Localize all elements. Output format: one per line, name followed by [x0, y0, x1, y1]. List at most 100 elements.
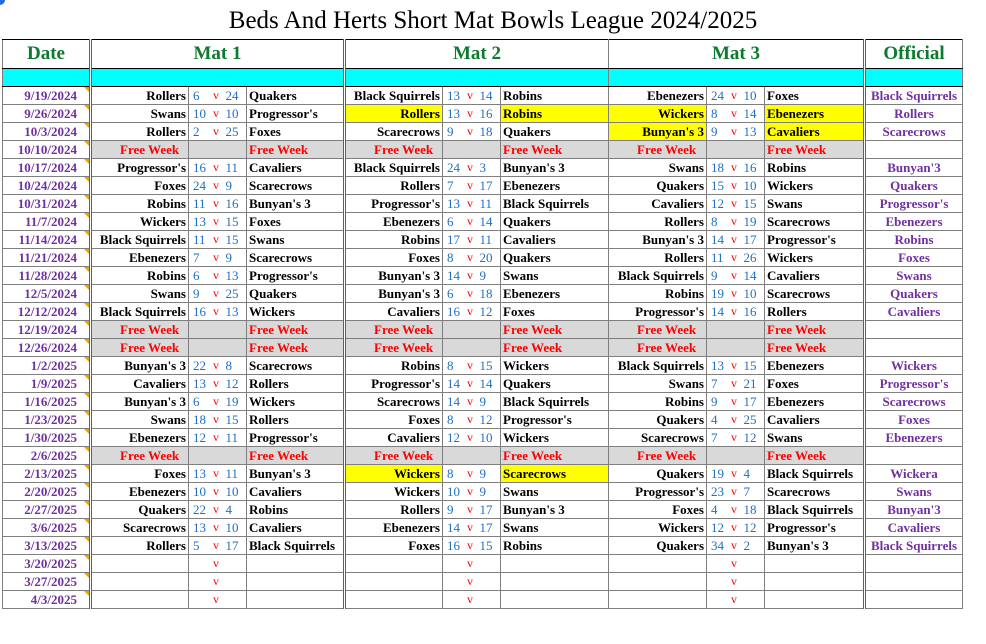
- away-team: [500, 572, 609, 591]
- home-score: 6: [442, 212, 464, 231]
- vs-label: v: [727, 554, 741, 573]
- vs-label: v: [727, 482, 741, 501]
- away-team: Scarecrows: [246, 248, 346, 267]
- table-row: 9/19/2024 Rollers 6 v 24 Quakers Black Squirre…: [2, 86, 963, 105]
- home-team: Swans: [608, 158, 707, 177]
- table-row: 10/31/2024 Robins 11 v 16 Bunyan's 3 Progresso…: [2, 194, 963, 213]
- home-score: 8: [442, 464, 464, 483]
- score-cell: [740, 320, 765, 339]
- away-score: 17: [476, 176, 501, 195]
- vs-label: v: [209, 536, 223, 555]
- vs-label: v: [727, 410, 741, 429]
- home-score: 9: [188, 284, 210, 303]
- table-row: 11/7/2024 Wickers 13 v 15 Foxes Ebenezers 6 v 14 Q…: [2, 212, 963, 231]
- home-team: Wickers: [608, 518, 707, 537]
- score-cell: [476, 338, 501, 357]
- vs-label: v: [727, 230, 741, 249]
- home-team: Quakers: [608, 410, 707, 429]
- away-team: [246, 554, 346, 573]
- vs-label: v: [463, 158, 477, 177]
- home-team: [608, 572, 707, 591]
- away-score: 10: [222, 518, 247, 537]
- away-team: Cavaliers: [764, 266, 865, 285]
- home-team: Bunyan's 3: [608, 230, 707, 249]
- home-score: 6: [188, 392, 210, 411]
- away-score: 10: [740, 86, 765, 105]
- vs-label: v: [463, 266, 477, 285]
- table-row: 2/27/2025 Quakers 22 v 4 Robins Rollers 9 v 17 Bun…: [2, 500, 963, 519]
- date-cell: 12/26/2024: [2, 338, 92, 357]
- home-score: 10: [188, 482, 210, 501]
- home-score: 13: [188, 212, 210, 231]
- away-score: 9: [222, 248, 247, 267]
- away-score: 11: [476, 194, 501, 213]
- date-cell: 11/14/2024: [2, 230, 92, 249]
- away-team: Ebenezers: [500, 176, 609, 195]
- away-team: Bunyan's 3: [500, 158, 609, 177]
- home-team: Black Squirrels: [90, 302, 189, 321]
- home-team: Progressor's: [344, 194, 443, 213]
- table-row: 1/30/2025 Ebenezers 12 v 11 Progressor's Caval…: [2, 428, 963, 447]
- vs-label: v: [463, 392, 477, 411]
- free-week-label: Free Week: [246, 140, 346, 159]
- table-row: 1/9/2025 Cavaliers 13 v 12 Rollers Progressor'…: [2, 374, 963, 393]
- score-cell: [188, 446, 210, 465]
- official-cell: Scarecrows: [863, 392, 963, 411]
- away-team: Cavaliers: [246, 482, 346, 501]
- home-score: 12: [442, 428, 464, 447]
- free-week-label: Free Week: [90, 338, 189, 357]
- home-team: Swans: [608, 374, 707, 393]
- away-score: [222, 572, 247, 591]
- away-score: 11: [476, 230, 501, 249]
- vs-label: v: [463, 230, 477, 249]
- home-team: Progressor's: [90, 158, 189, 177]
- official-cell: Quakers: [863, 176, 963, 195]
- date-cell: 2/6/2025: [2, 446, 92, 465]
- vs-label: v: [727, 212, 741, 231]
- home-team: Black Squirrels: [608, 356, 707, 375]
- home-score: 12: [706, 518, 728, 537]
- home-score: 8: [442, 248, 464, 267]
- score-cell: [442, 140, 464, 159]
- away-team: Progressor's: [246, 104, 346, 123]
- home-team: Rollers: [90, 122, 189, 141]
- away-team: Black Squirrels: [500, 392, 609, 411]
- away-team: Ebenezers: [764, 356, 865, 375]
- away-score: 15: [476, 356, 501, 375]
- vs-label: v: [209, 500, 223, 519]
- official-cell: Black Squirrels: [863, 536, 963, 555]
- date-cell: 2/13/2025: [2, 464, 92, 483]
- score-cell: [740, 338, 765, 357]
- home-team: Cavaliers: [344, 302, 443, 321]
- away-team: Cavaliers: [500, 230, 609, 249]
- home-score: 23: [706, 482, 728, 501]
- away-score: 10: [222, 482, 247, 501]
- date-cell: 11/28/2024: [2, 266, 92, 285]
- away-team: Progressor's: [246, 266, 346, 285]
- score-cell: [222, 338, 247, 357]
- away-score: 16: [740, 302, 765, 321]
- free-week-label: Free Week: [608, 140, 707, 159]
- vs-label: v: [209, 482, 223, 501]
- home-score: 22: [188, 500, 210, 519]
- home-score: 9: [442, 500, 464, 519]
- official-cell: Scarecrows: [863, 122, 963, 141]
- header-mat-1: Mat 1: [90, 39, 346, 69]
- away-team: Swans: [500, 518, 609, 537]
- away-team: Robins: [764, 158, 865, 177]
- away-team: Foxes: [764, 86, 865, 105]
- home-team: Bunyan's 3: [90, 356, 189, 375]
- home-score: 7: [706, 374, 728, 393]
- away-team: Swans: [500, 266, 609, 285]
- away-team: [246, 572, 346, 591]
- vs-cell: [463, 446, 477, 465]
- vs-label: v: [463, 86, 477, 105]
- home-score: 6: [442, 284, 464, 303]
- home-team: Foxes: [608, 500, 707, 519]
- vs-label: v: [463, 212, 477, 231]
- date-cell: 1/16/2025: [2, 392, 92, 411]
- table-row: 3/27/2025 v v v: [2, 572, 963, 591]
- home-score: 2: [188, 122, 210, 141]
- vs-label: v: [463, 194, 477, 213]
- home-score: 14: [442, 266, 464, 285]
